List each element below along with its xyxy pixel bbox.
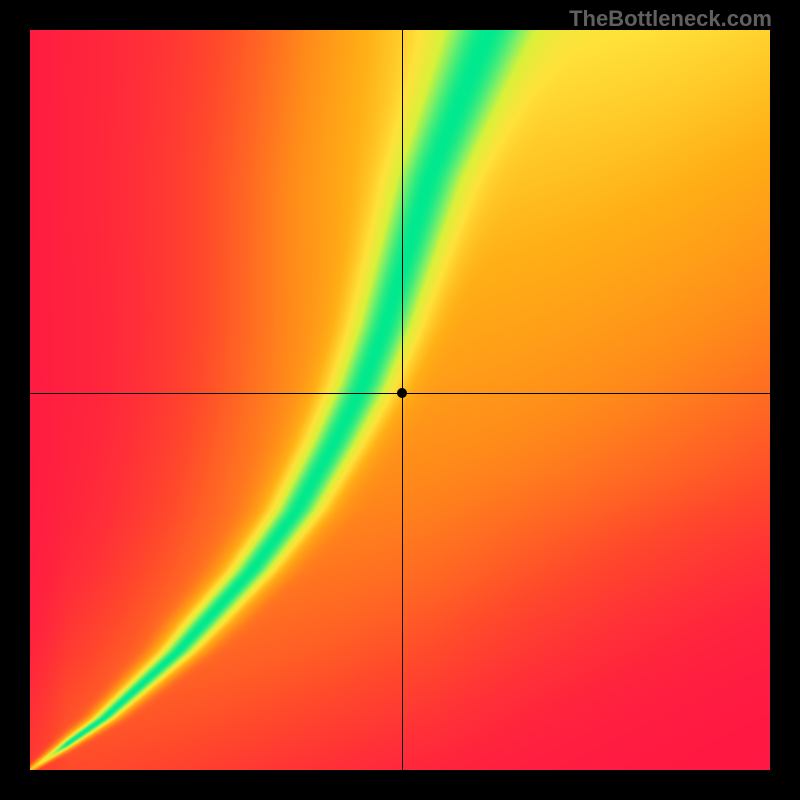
- chart-frame: TheBottleneck.com: [0, 0, 800, 800]
- crosshair-vertical: [402, 30, 403, 770]
- marker-dot: [397, 388, 407, 398]
- plot-area: [30, 30, 770, 770]
- heatmap-canvas: [30, 30, 770, 770]
- watermark-text: TheBottleneck.com: [569, 6, 772, 32]
